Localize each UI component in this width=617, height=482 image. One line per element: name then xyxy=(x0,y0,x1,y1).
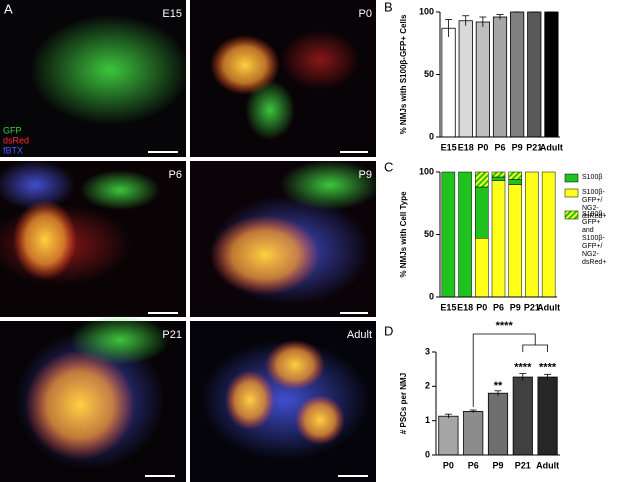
significance-label: ** xyxy=(494,380,503,392)
figure-label: A xyxy=(4,1,13,16)
legend-label: S100β xyxy=(582,174,603,181)
y-tick-label: 50 xyxy=(424,69,434,79)
bar xyxy=(527,11,542,138)
x-tick-label: Adult xyxy=(540,142,563,152)
bar xyxy=(487,392,509,456)
significance-label: **** xyxy=(539,361,557,373)
x-tick-label: P6 xyxy=(468,460,479,470)
panel-label: C xyxy=(384,159,393,174)
bar xyxy=(512,376,533,456)
bar-segment xyxy=(491,171,506,178)
bar xyxy=(537,376,558,456)
x-tick-label: P6 xyxy=(493,302,504,312)
bar-segment xyxy=(475,186,489,239)
chart-panel: C % NMJs with Cell Type 0 50 100 E15 E18 P0 P6 P9… xyxy=(384,159,579,312)
error-bar xyxy=(496,14,504,20)
panel-label: B xyxy=(384,0,393,14)
legend-label: S100β-GFP+ and S100β-GFP+/ NG2-dsRed+ xyxy=(582,211,607,266)
x-tick-label: P9 xyxy=(492,460,503,470)
significance-label: **** xyxy=(496,320,514,332)
channel-label: GFP xyxy=(3,125,22,135)
bar-segment xyxy=(508,179,522,185)
y-tick-label: 0 xyxy=(425,449,430,459)
bar-segment xyxy=(441,171,456,298)
legend-label: S100β-GFP+/ NG2-dsRed+ xyxy=(582,189,607,220)
bar xyxy=(458,20,473,138)
error-bar xyxy=(544,373,552,380)
x-tick-label: P21 xyxy=(526,142,542,152)
x-tick-label: P21 xyxy=(515,460,531,470)
bar-segment xyxy=(491,180,506,298)
x-tick-label: P9 xyxy=(512,142,523,152)
panel-label: D xyxy=(384,323,393,338)
channel-label: dsRed xyxy=(3,135,29,145)
x-tick-label: P0 xyxy=(443,460,454,470)
channel-label: fBTX xyxy=(3,145,23,155)
bracket xyxy=(522,344,548,352)
x-tick-label: P0 xyxy=(476,302,487,312)
x-tick-label: E18 xyxy=(457,302,473,312)
bar-segment xyxy=(508,184,522,298)
error-bar xyxy=(494,390,502,396)
panel-label: Adult xyxy=(347,329,372,341)
bar xyxy=(492,16,508,138)
legend-swatch xyxy=(564,188,579,198)
panel-label: P0 xyxy=(359,8,372,20)
x-tick-label: E15 xyxy=(441,142,457,152)
y-tick-label: 100 xyxy=(419,166,434,176)
micrographs xyxy=(0,0,380,482)
y-tick-label: 0 xyxy=(429,131,434,141)
error-bar xyxy=(445,19,453,37)
bar xyxy=(544,11,559,138)
bar-segment xyxy=(458,171,472,298)
legend-swatch xyxy=(564,210,579,220)
x-tick-label: E15 xyxy=(440,302,456,312)
significance-bracket xyxy=(472,333,548,407)
y-tick-label: 50 xyxy=(424,229,434,239)
y-tick-label: 1 xyxy=(425,415,430,425)
bar xyxy=(510,11,525,138)
y-tick-label: 3 xyxy=(425,346,430,356)
bar-segment xyxy=(541,171,556,298)
bar-segment xyxy=(491,176,506,181)
bar xyxy=(441,27,456,138)
panel-label: E15 xyxy=(162,8,182,20)
legend-swatch xyxy=(564,173,579,183)
y-tick-label: 0 xyxy=(429,291,434,301)
bar-segment xyxy=(475,238,489,298)
y-axis-label: % NMJs with Cell Type xyxy=(399,191,408,278)
error-bar xyxy=(479,16,487,27)
x-tick-label: Adult xyxy=(537,302,560,312)
y-axis-label: % NMJs with S100β-GFP+ Cells xyxy=(399,14,408,134)
panel-label: P6 xyxy=(169,169,182,181)
bracket xyxy=(472,333,536,407)
panel-label: P9 xyxy=(359,169,372,181)
x-tick-label: P0 xyxy=(477,142,488,152)
x-tick-label: P6 xyxy=(494,142,505,152)
y-axis-label: # PSCs per NMJ xyxy=(399,373,408,434)
error-bar xyxy=(469,409,477,413)
x-tick-label: E18 xyxy=(458,142,474,152)
bar-segment xyxy=(475,171,489,188)
bar xyxy=(438,415,459,456)
y-tick-label: 100 xyxy=(419,6,434,16)
bar xyxy=(475,21,490,138)
error-bar xyxy=(519,373,527,381)
chart-panel: B % NMJs with S100β-GFP+ Cells 0 50 100 E15 E1… xyxy=(384,0,563,152)
error-bar xyxy=(462,15,470,26)
x-tick-label: Adult xyxy=(536,460,559,470)
error-bar xyxy=(444,413,452,419)
y-tick-label: 2 xyxy=(425,381,430,391)
x-tick-label: P21 xyxy=(524,302,540,312)
panel-label: P21 xyxy=(162,329,182,341)
bar-segment xyxy=(508,171,522,180)
significance-label: **** xyxy=(514,361,532,373)
bar xyxy=(463,410,484,456)
bar-segment xyxy=(525,171,539,298)
x-tick-label: P9 xyxy=(510,302,521,312)
